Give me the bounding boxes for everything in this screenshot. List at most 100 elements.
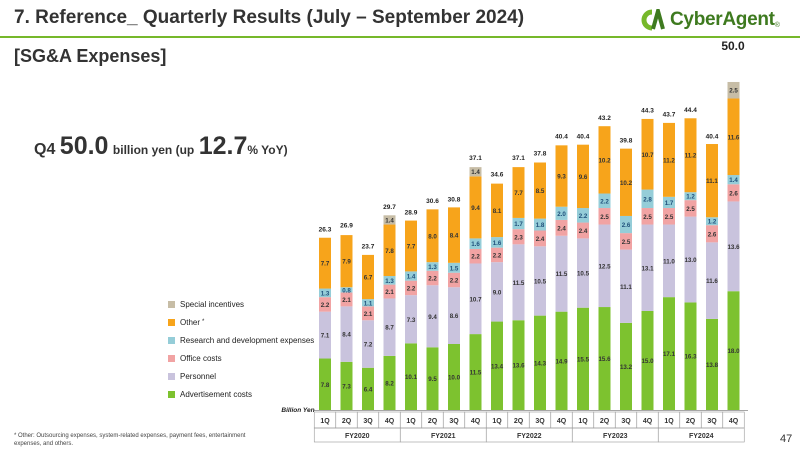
bar-segment — [555, 145, 568, 207]
bar-segment — [448, 344, 460, 410]
bar-segment — [426, 285, 439, 348]
segment-value-label: 1.3 — [385, 278, 394, 285]
bar-segment — [620, 215, 632, 234]
bar-segment — [684, 192, 697, 201]
segment-value-label: 1.2 — [708, 219, 717, 226]
segment-value-label: 2.2 — [407, 285, 416, 292]
logo-registered-mark: ® — [774, 22, 780, 29]
bar-segment — [405, 295, 417, 344]
fiscal-year-label: FY2024 — [689, 433, 714, 440]
segment-value-label: 2.8 — [643, 196, 652, 203]
bar-segment — [663, 196, 675, 209]
bar-segment — [512, 320, 525, 410]
segment-value-label: 16.3 — [684, 354, 697, 361]
bar-segment — [448, 287, 460, 344]
segment-value-label: 2.2 — [600, 198, 609, 205]
legend-item: Office costs — [168, 352, 222, 364]
fiscal-year-label: FY2023 — [603, 433, 628, 440]
bar-segment — [534, 230, 546, 247]
segment-value-label: 10.2 — [620, 180, 633, 187]
segment-value-label: 2.5 — [600, 214, 609, 221]
segment-value-label: 1.4 — [385, 217, 394, 224]
headline-unit-text: billion yen (up — [112, 143, 195, 157]
bar-segment — [663, 297, 675, 410]
bar-total-label: 44.3 — [641, 108, 654, 115]
segment-value-label: 7.8 — [385, 248, 394, 255]
bar-segment — [383, 284, 396, 299]
segment-value-label: 14.3 — [534, 360, 547, 367]
bar-segment — [340, 287, 353, 293]
bar-segment — [727, 201, 740, 292]
bar-segment — [727, 184, 740, 202]
bar-segment — [405, 343, 417, 410]
segment-value-label: 2.1 — [364, 311, 373, 318]
bar-segment — [383, 215, 396, 225]
quarter-tick-label: 1Q — [406, 418, 416, 425]
segment-value-label: 1.8 — [536, 222, 545, 229]
segment-value-label: 2.0 — [557, 211, 566, 218]
bar-segment — [534, 162, 546, 219]
segment-value-label: 6.4 — [364, 386, 373, 393]
segment-value-label: 2.6 — [708, 231, 717, 238]
legend-swatch — [168, 372, 175, 380]
segment-value-label: 17.1 — [663, 351, 676, 358]
bar-segment — [663, 224, 675, 298]
segment-value-label: 2.1 — [385, 289, 394, 296]
bar-segment — [641, 118, 654, 190]
segment-value-label: 8.0 — [428, 233, 437, 240]
bar-segment — [534, 218, 546, 231]
bar-total-label: 30.8 — [448, 197, 461, 204]
bar-segment — [598, 208, 611, 225]
legend-label: Other — [180, 317, 201, 327]
segment-value-label: 13.6 — [512, 363, 525, 370]
bar-segment — [340, 361, 353, 410]
bar-segment — [577, 208, 589, 223]
bar-segment — [620, 148, 632, 216]
segment-value-label: 15.5 — [577, 356, 590, 363]
logo-wordmark: CyberAgent — [670, 9, 775, 30]
bar-segment — [641, 224, 654, 311]
title-underline — [0, 36, 800, 38]
bar-total-label: 28.9 — [405, 209, 418, 216]
segment-value-label: 11.6 — [706, 278, 718, 285]
bar-segment — [491, 321, 503, 410]
segment-value-label: 8.4 — [342, 332, 351, 339]
legend-footnote-mark: * — [202, 319, 205, 325]
bar-segment — [663, 208, 675, 225]
page-number: 47 — [780, 433, 793, 445]
segment-value-label: 7.8 — [321, 382, 330, 389]
footnote: * Other: Outsourcing expenses, system-re… — [14, 433, 246, 447]
bar-segment — [620, 233, 632, 250]
segment-value-label: 9.6 — [579, 174, 588, 181]
legend-label: Special incentives — [180, 299, 245, 309]
segment-value-label: 6.7 — [364, 275, 373, 282]
bar-segment — [577, 307, 589, 410]
bar-total-label: 37.1 — [469, 155, 482, 162]
segment-value-label: 7.3 — [407, 317, 416, 324]
bar-segment — [426, 209, 439, 263]
fiscal-year-label: FY2020 — [345, 433, 370, 440]
bar-segment — [362, 254, 374, 300]
segment-value-label: 11.1 — [620, 284, 632, 291]
bar-segment — [340, 235, 353, 288]
bar-segment — [598, 224, 611, 308]
segment-value-label: 2.3 — [514, 234, 523, 241]
segment-value-label: 10.7 — [641, 152, 654, 159]
segment-value-label: 2.4 — [557, 225, 566, 232]
bar-segment — [727, 175, 740, 185]
segment-value-label: 9.4 — [428, 314, 437, 321]
segment-value-label: 9.3 — [557, 174, 566, 181]
segment-value-label: 2.1 — [342, 297, 351, 304]
headline-value: 50.0 — [59, 132, 109, 160]
bar-total-label: 29.7 — [383, 204, 396, 211]
bar-segment — [598, 307, 611, 410]
segment-value-label: 2.2 — [579, 213, 588, 220]
bar-total-label: 37.1 — [512, 155, 525, 162]
segment-value-label: 11.5 — [513, 280, 525, 287]
segment-value-label: 2.5 — [622, 239, 631, 246]
bar-segment — [383, 224, 396, 277]
legend-label: Office costs — [180, 353, 222, 363]
bar-segment — [620, 249, 632, 323]
segment-value-label: 2.5 — [686, 206, 695, 213]
segment-value-label: 13.2 — [620, 364, 633, 371]
